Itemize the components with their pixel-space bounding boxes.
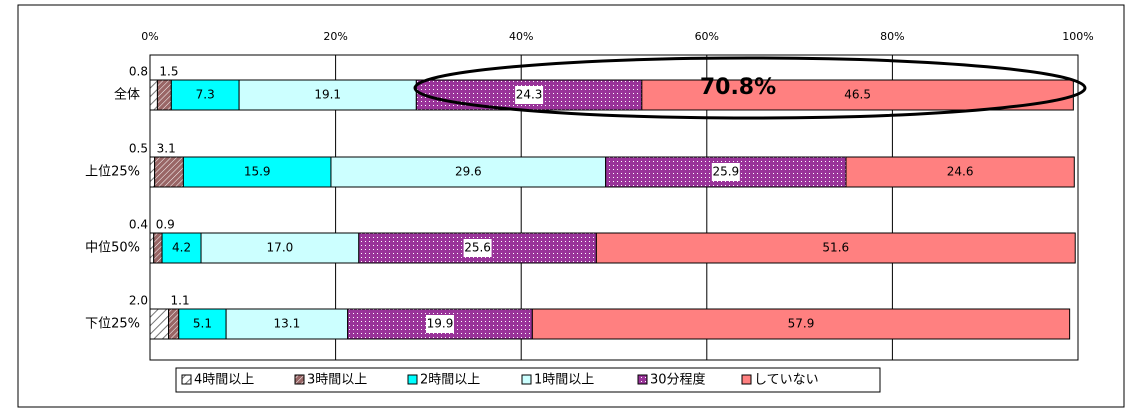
value-label: 5.1 bbox=[193, 317, 212, 331]
bar-segment bbox=[225, 308, 349, 340]
bar-segment bbox=[182, 156, 332, 188]
legend-label: 1時間以上 bbox=[534, 373, 594, 388]
value-label: 0.9 bbox=[156, 218, 175, 232]
value-label: 2.0 bbox=[129, 294, 148, 308]
value-label: 15.9 bbox=[244, 165, 271, 179]
chart-border bbox=[17, 4, 1125, 408]
bar-segment bbox=[149, 308, 170, 340]
bar-segment bbox=[845, 156, 1075, 188]
x-tick-label: 80% bbox=[880, 30, 904, 43]
bar-segment bbox=[595, 232, 1076, 264]
legend-label: していない bbox=[754, 373, 819, 388]
bar-segment bbox=[149, 232, 155, 264]
value-label: 29.6 bbox=[455, 165, 482, 179]
legend-swatch bbox=[741, 374, 752, 385]
value-label: 1.1 bbox=[171, 294, 190, 308]
value-label: 24.3 bbox=[516, 88, 543, 102]
x-tick-label: 100% bbox=[1062, 30, 1093, 43]
value-label: 24.6 bbox=[947, 165, 974, 179]
category-label: 下位25% bbox=[85, 317, 140, 332]
value-label-bg bbox=[711, 163, 740, 181]
bar-segment bbox=[149, 156, 156, 188]
value-label: 57.9 bbox=[788, 317, 815, 331]
value-label: 7.3 bbox=[196, 88, 215, 102]
bar-segment bbox=[641, 79, 1074, 111]
value-label: 46.5 bbox=[844, 88, 871, 102]
value-label: 19.1 bbox=[314, 88, 341, 102]
bar-segment bbox=[170, 79, 240, 111]
legend-swatch bbox=[637, 374, 648, 385]
bar-segment bbox=[178, 308, 227, 340]
value-label: 0.8 bbox=[129, 65, 148, 79]
x-tick-label: 20% bbox=[323, 30, 347, 43]
bar-segment bbox=[161, 232, 202, 264]
legend-label: 2時間以上 bbox=[420, 373, 480, 388]
bar-segment bbox=[200, 232, 360, 264]
value-label: 4.2 bbox=[172, 241, 191, 255]
value-label: 19.9 bbox=[427, 317, 454, 331]
x-tick-label: 40% bbox=[509, 30, 533, 43]
value-label: 3.1 bbox=[157, 142, 176, 156]
value-label-bg bbox=[426, 315, 454, 333]
value-label: 25.9 bbox=[712, 165, 739, 179]
legend-label: 3時間以上 bbox=[307, 373, 367, 388]
legend-swatch bbox=[521, 374, 532, 385]
bar-segment bbox=[156, 79, 172, 111]
x-tick-label: 60% bbox=[695, 30, 719, 43]
legend-label: 4時間以上 bbox=[194, 373, 254, 388]
bar-segment bbox=[154, 156, 184, 188]
value-label: 25.6 bbox=[464, 241, 491, 255]
bar-segment bbox=[153, 232, 163, 264]
value-label: 17.0 bbox=[267, 241, 294, 255]
value-label-bg bbox=[463, 239, 492, 257]
value-label: 1.5 bbox=[159, 65, 178, 79]
bar-segment bbox=[168, 308, 180, 340]
category-label: 上位25% bbox=[85, 165, 140, 180]
value-label: 51.6 bbox=[822, 241, 849, 255]
legend-swatch bbox=[407, 374, 418, 385]
legend-label: 30分程度 bbox=[650, 372, 706, 388]
x-tick-label: 0% bbox=[141, 30, 158, 43]
legend-swatch bbox=[181, 374, 192, 385]
bar-segment bbox=[149, 79, 158, 111]
legend-swatch bbox=[294, 374, 305, 385]
value-label: 0.5 bbox=[129, 142, 148, 156]
value-label: 0.4 bbox=[129, 218, 148, 232]
category-label: 全体 bbox=[114, 87, 140, 103]
category-label: 中位50% bbox=[85, 241, 140, 256]
bar-segment bbox=[330, 156, 607, 188]
value-label-bg bbox=[515, 86, 544, 104]
bar-segment bbox=[531, 308, 1071, 340]
annotation: 70.8% bbox=[700, 75, 776, 100]
value-label: 13.1 bbox=[274, 317, 301, 331]
highlight-ellipse bbox=[413, 56, 1087, 120]
